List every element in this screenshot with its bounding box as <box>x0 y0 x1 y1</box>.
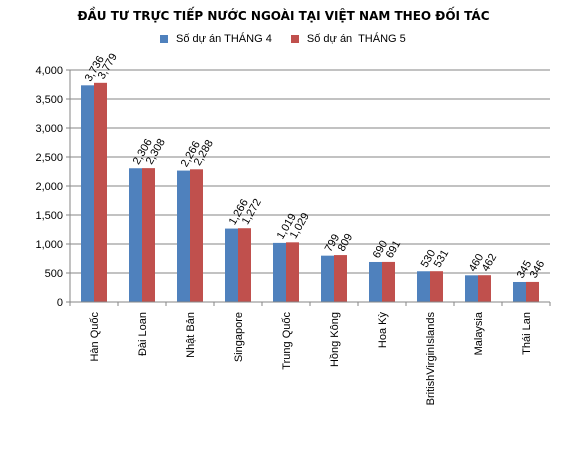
x-category-label: Hồng Kông <box>329 312 341 367</box>
y-tick-label: 500 <box>45 268 63 280</box>
data-label: 462 <box>480 252 500 274</box>
legend-item-thang-4: Số dự án THÁNG 4 <box>160 33 272 45</box>
bar <box>273 242 286 302</box>
x-category-label: Singapore <box>233 312 245 362</box>
legend-swatch-thang-4 <box>160 35 168 43</box>
x-category-label: Malaysia <box>473 311 485 355</box>
bar <box>177 170 190 302</box>
bar <box>430 271 443 302</box>
y-tick-label: 3,000 <box>35 123 63 135</box>
y-tick-label: 2,500 <box>35 152 63 164</box>
bar <box>321 255 334 302</box>
data-label: 809 <box>336 232 356 254</box>
y-tick-label: 1,000 <box>35 239 63 251</box>
legend: Số dự án THÁNG 4 Số dự án THÁNG 5 <box>160 33 422 46</box>
x-category-label: Nhật Bản <box>185 312 197 358</box>
x-category-label: Hoa Kỳ <box>377 312 389 349</box>
x-category-label: BritishVirginIslands <box>425 312 437 406</box>
bar <box>238 228 251 302</box>
bar <box>129 168 142 302</box>
legend-label-thang-5: Số dự án THÁNG 5 <box>306 33 406 45</box>
bar <box>334 255 347 302</box>
data-label: 346 <box>528 259 548 281</box>
bar <box>513 281 526 302</box>
y-tick-label: 1,500 <box>35 210 63 222</box>
bar <box>142 168 155 302</box>
x-category-label: Đài Loan <box>137 312 149 356</box>
y-tick-label: 2,000 <box>35 181 63 193</box>
x-category-label: Thái Lan <box>521 312 533 355</box>
bar <box>417 271 430 302</box>
bar <box>190 169 203 302</box>
y-tick-label: 3,500 <box>35 94 63 106</box>
bar <box>81 85 94 302</box>
legend-item-thang-5: Số dự án THÁNG 5 <box>290 33 406 45</box>
data-label: 691 <box>384 239 404 261</box>
bar <box>225 228 238 302</box>
bar <box>465 275 478 302</box>
legend-label-thang-4: Số dự án THÁNG 4 <box>176 33 272 45</box>
bar <box>286 242 299 302</box>
legend-swatch-thang-5 <box>290 35 299 43</box>
data-label: 531 <box>432 248 452 270</box>
bar <box>94 82 107 303</box>
bar <box>478 275 491 302</box>
y-tick-label: 4,000 <box>35 65 63 77</box>
x-category-label: Hàn Quốc <box>89 312 101 362</box>
bar <box>369 261 382 302</box>
y-tick-label: 0 <box>57 297 63 309</box>
x-category-label: Trung Quốc <box>281 312 293 370</box>
chart-title: ĐẦU TƯ TRỰC TIẾP NƯỚC NGOÀI TẠI VIỆT NAM… <box>77 9 490 23</box>
bar <box>526 281 539 302</box>
bar <box>382 261 395 302</box>
